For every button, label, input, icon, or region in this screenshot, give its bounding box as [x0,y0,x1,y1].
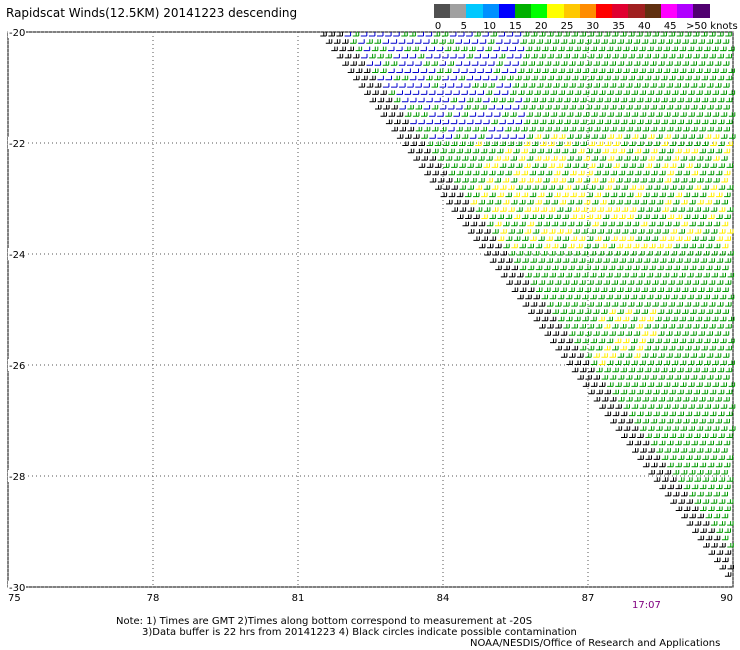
legend-label: 10 [483,21,496,32]
lat-lon-grid [7,31,734,588]
map-frame [7,31,734,588]
legend-swatch [498,4,516,18]
lon-tick-label: 75 [8,593,21,604]
legend-label: 30 [586,21,600,32]
wind-barbs-moderate [350,32,736,548]
legend-label: 25 [560,21,574,32]
legend-label: 35 [612,21,625,32]
wind-speed-legend: 0 5 10 15 20 25 30 35 40 45 >50 knots [434,4,738,38]
legend-label: >50 knots [686,21,738,32]
legend-label: 40 [638,21,651,32]
wind-barbs-light [344,32,525,139]
legend-swatch [612,4,629,18]
lat-tick-bg [8,470,26,482]
lon-tick-label: 81 [292,593,305,604]
legend-swatch [579,4,597,18]
lat-tick-bg [8,359,26,371]
legend-swatch [677,4,694,18]
legend-swatch [450,4,467,18]
lat-tick-label: -26 [9,361,25,372]
note-line-2: 3)Data buffer is 22 hrs from 20141223 4)… [142,627,577,638]
legend-swatch [482,4,500,18]
legend-swatch [466,4,484,18]
legend-label: 0 [434,21,442,32]
lat-tick-label: -22 [9,139,25,150]
legend-swatch [693,4,710,18]
lon-tick-label: 87 [582,593,595,604]
lat-tick-label: -24 [9,250,25,261]
legend-swatch [563,4,581,18]
lon-tick-label: 78 [147,593,160,604]
axis-tick-labels: 75 78 81 84 87 90 -20 -22 -24 -26 -28 -30 [8,26,733,604]
legend-swatch [515,4,532,18]
lon-tick-label: 84 [437,593,450,604]
wind-barbs-fresh [470,134,734,365]
lon-tick-label: 90 [720,593,733,604]
lat-tick-bg [8,581,26,593]
legend-label: 5 [460,21,467,32]
lat-tick-label: -28 [9,472,25,483]
note-line-1: Note: 1) Times are GMT 2)Times along bot… [116,616,533,627]
legend-label: 20 [534,21,548,32]
legend-swatch [434,4,451,18]
lat-tick-bg [8,248,26,260]
lat-tick-label: -20 [9,28,25,39]
wind-barbs-contaminated [320,32,734,577]
wind-barbs [320,32,736,577]
legend-swatch [531,4,548,18]
legend-swatch [628,4,646,18]
credit-line: NOAA/NESDIS/Office of Research and Appli… [470,638,721,649]
legend-label: 15 [509,21,522,32]
swath-time-label: 17:07 [632,600,661,611]
legend-swatch [660,4,678,18]
legend-swatch [596,4,613,18]
lat-tick-bg [8,137,26,149]
lat-tick-bg [8,26,26,38]
legend-swatch [547,4,565,18]
map-title: Rapidscat Winds(12.5KM) 20141223 descend… [6,6,298,20]
legend-swatch [644,4,662,18]
lat-tick-label: -30 [9,583,25,594]
legend-label: 45 [663,21,677,32]
